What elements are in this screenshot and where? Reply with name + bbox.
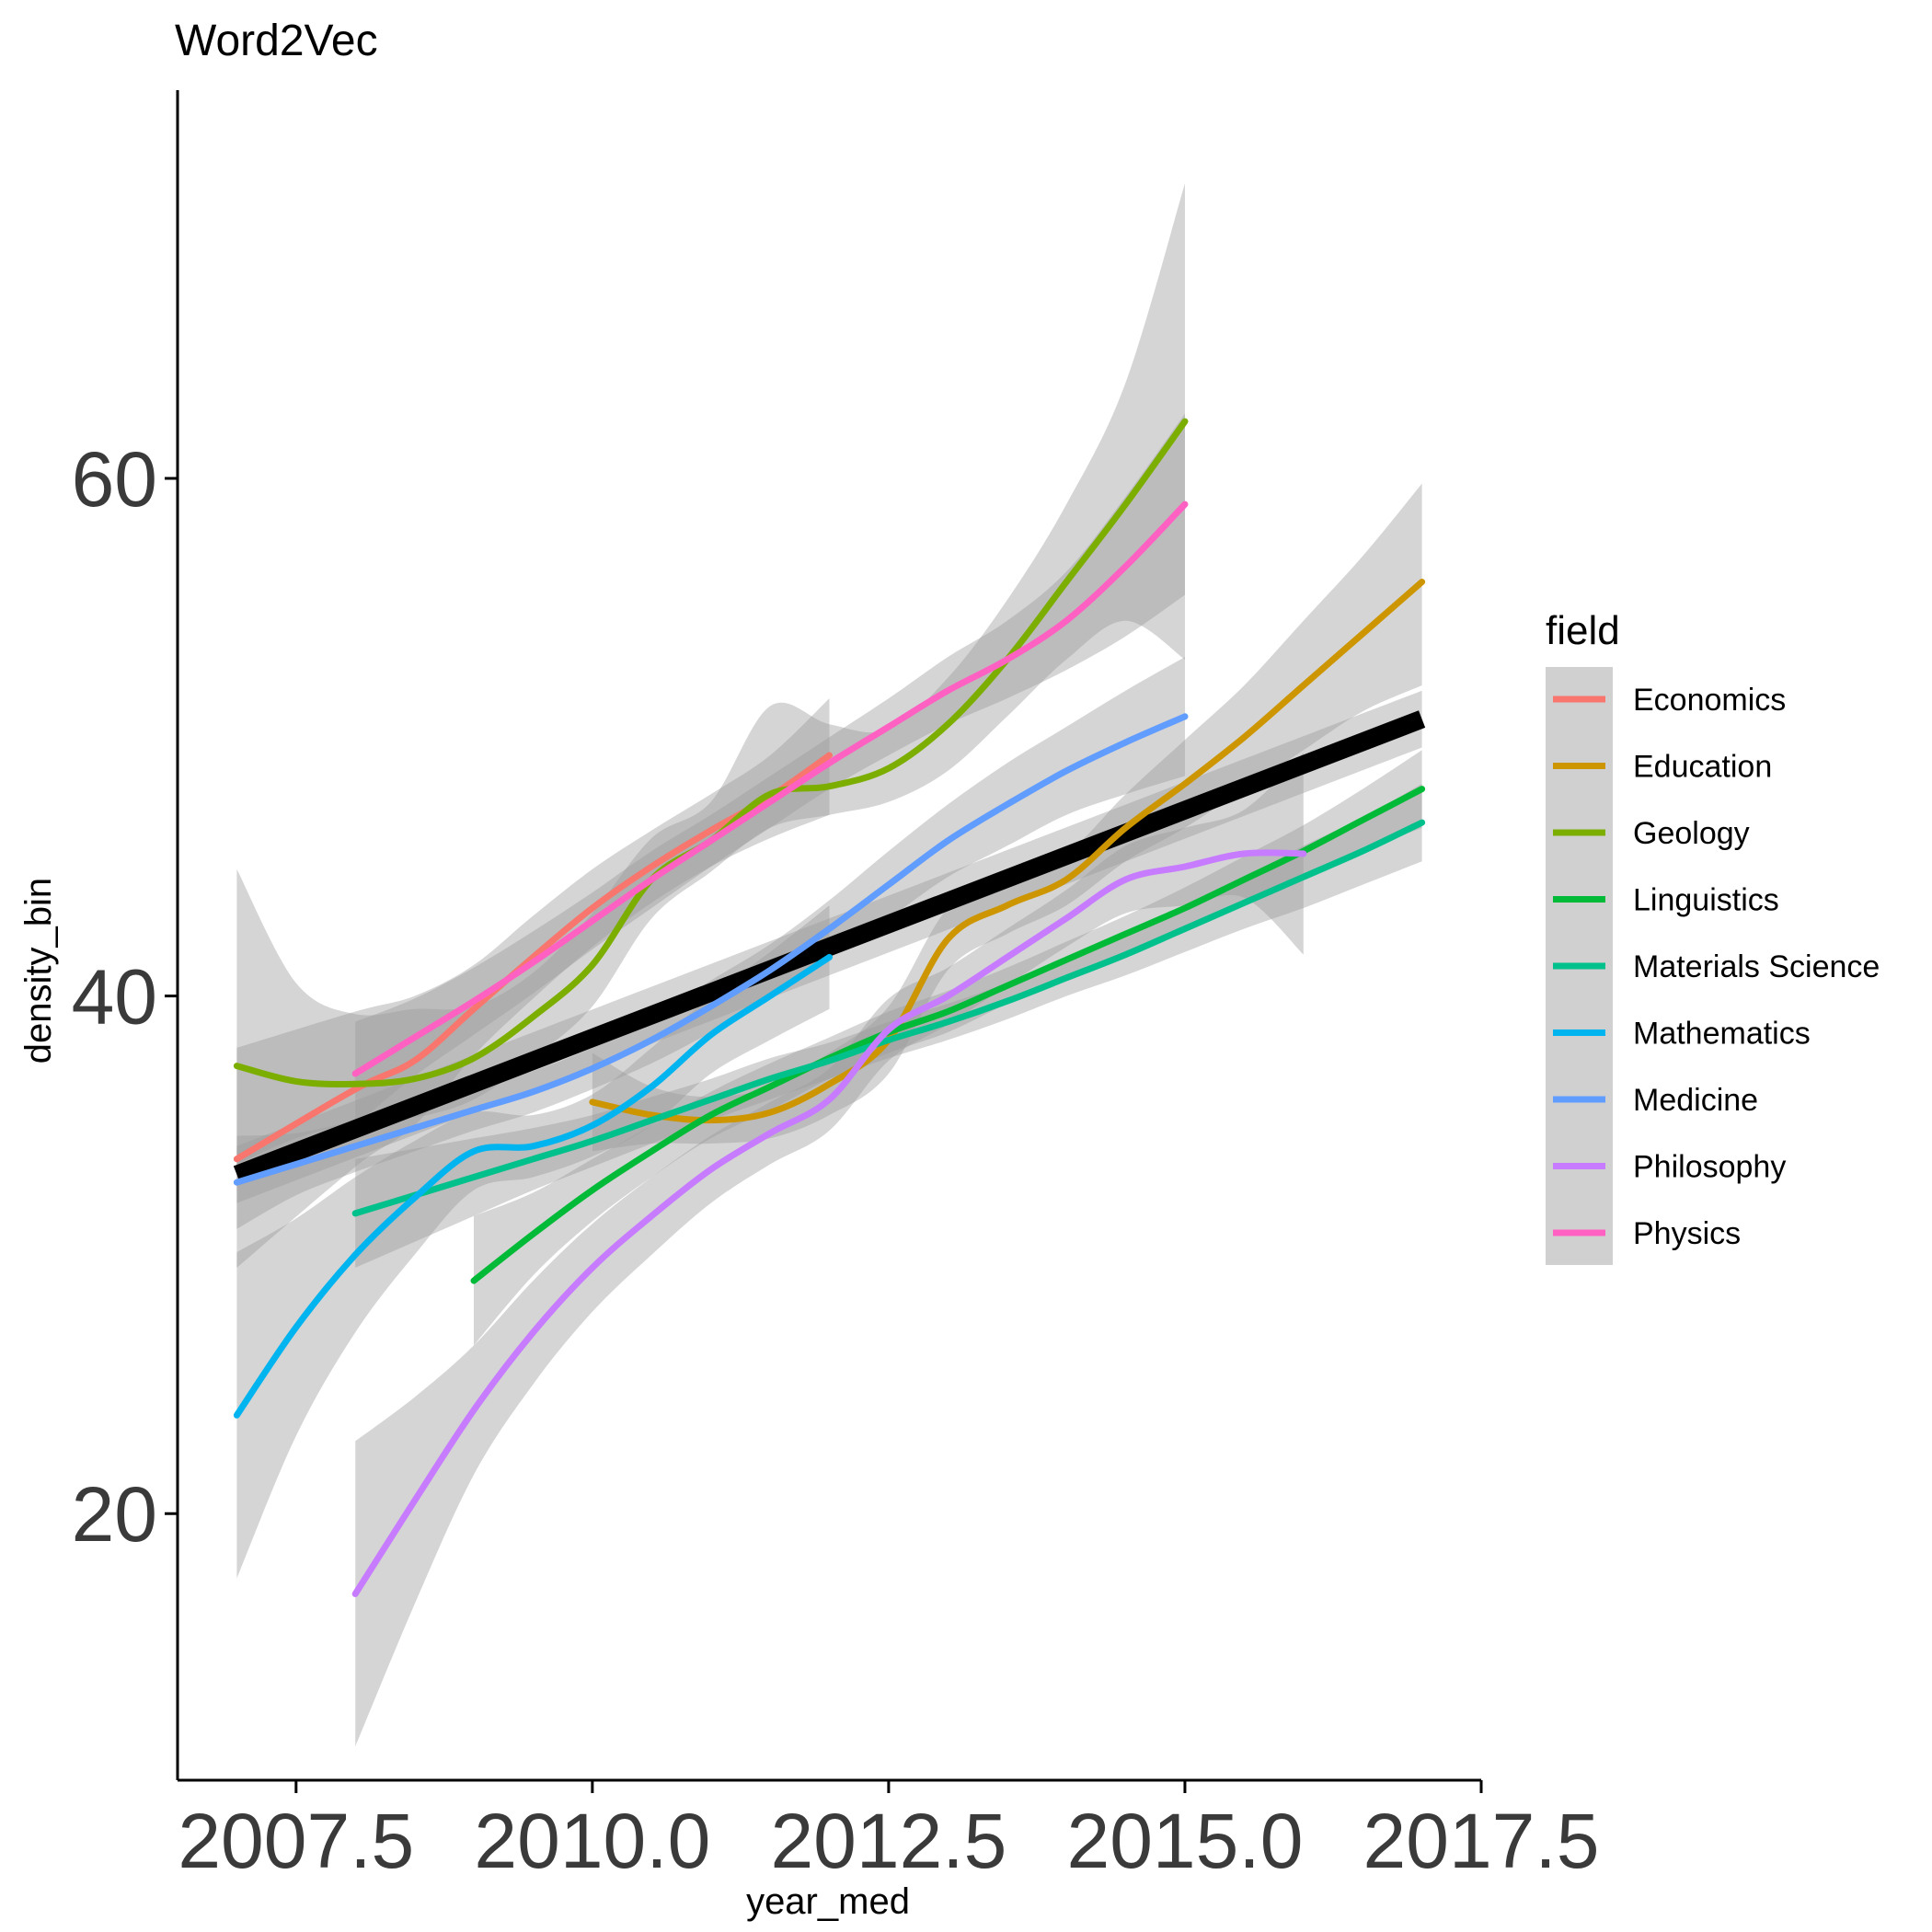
series-line-philosophy: [351, 849, 1307, 1597]
series-lines: [233, 418, 1426, 1597]
x-tick-label: 2010.0: [474, 1798, 710, 1884]
y-tick-label: 60: [72, 436, 157, 523]
series-line-education: [589, 579, 1426, 1124]
legend: field Economics Education Geology Linguisti…: [1546, 608, 1880, 1265]
legend-label-linguistics: Linguistics: [1633, 883, 1779, 918]
series-line-medicine: [233, 713, 1189, 1186]
x-tick-label: 2017.5: [1363, 1798, 1600, 1884]
legend-items: Economics Education Geology Linguistics Mate…: [1553, 683, 1880, 1251]
x-tick-label: 2007.5: [178, 1798, 414, 1884]
ribbon-philosophy: [355, 753, 1304, 1747]
legend-label-philosophy: Philosophy: [1633, 1150, 1786, 1185]
confidence-ribbons: [236, 183, 1422, 1747]
series-line-materials-science: [351, 819, 1426, 1217]
legend-label-medicine: Medicine: [1633, 1083, 1758, 1118]
overall-fit-line: [233, 710, 1426, 1184]
series-line-physics: [351, 500, 1189, 1077]
x-axis-title: year_med: [746, 1881, 910, 1922]
legend-label-materials-science: Materials Science: [1633, 949, 1880, 984]
legend-label-physics: Physics: [1633, 1216, 1741, 1251]
legend-label-education: Education: [1633, 750, 1772, 785]
legend-label-mathematics: Mathematics: [1633, 1017, 1811, 1052]
y-tick-label: 20: [72, 1471, 157, 1558]
legend-label-geology: Geology: [1633, 816, 1750, 851]
ribbon-linguistics: [474, 750, 1422, 1346]
axes: 2007.5 2010.0 2012.5 2015.0 2017.5 20 40 60: [72, 90, 1600, 1884]
legend-label-economics: Economics: [1633, 683, 1786, 718]
x-tick-label: 2012.5: [770, 1798, 1006, 1884]
x-tick-label: 2015.0: [1066, 1798, 1303, 1884]
ribbon-medicine: [236, 657, 1185, 1229]
chart-title: Word2Vec: [175, 17, 378, 65]
y-axis-title: density_bin: [18, 878, 59, 1064]
series-line-mathematics: [233, 953, 833, 1419]
ribbon-physics: [355, 413, 1185, 1126]
legend-title: field: [1546, 608, 1620, 653]
series-line-linguistics: [470, 786, 1426, 1284]
y-tick-label: 40: [72, 954, 157, 1041]
ribbon-mathematics: [236, 905, 830, 1579]
